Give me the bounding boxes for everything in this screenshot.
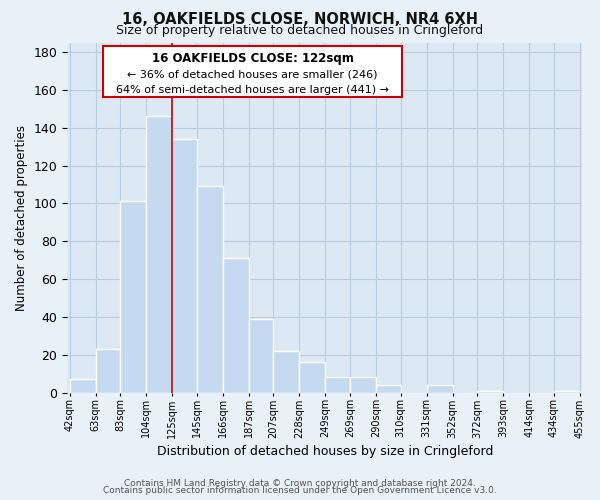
Bar: [376, 385, 401, 392]
Bar: [427, 385, 452, 392]
Bar: [249, 319, 274, 392]
Bar: [325, 378, 350, 392]
Bar: [274, 351, 299, 393]
Bar: [146, 116, 172, 392]
Text: Contains HM Land Registry data © Crown copyright and database right 2024.: Contains HM Land Registry data © Crown c…: [124, 478, 476, 488]
Bar: [197, 186, 223, 392]
FancyBboxPatch shape: [103, 46, 402, 97]
Bar: [223, 258, 249, 392]
Bar: [70, 380, 95, 392]
Bar: [299, 362, 325, 392]
Text: ← 36% of detached houses are smaller (246): ← 36% of detached houses are smaller (24…: [127, 70, 378, 80]
Bar: [350, 378, 376, 392]
Bar: [477, 390, 503, 392]
Text: Contains public sector information licensed under the Open Government Licence v3: Contains public sector information licen…: [103, 486, 497, 495]
Y-axis label: Number of detached properties: Number of detached properties: [15, 124, 28, 310]
Bar: [554, 390, 580, 392]
Text: 64% of semi-detached houses are larger (441) →: 64% of semi-detached houses are larger (…: [116, 84, 389, 94]
Bar: [95, 349, 120, 393]
Text: 16, OAKFIELDS CLOSE, NORWICH, NR4 6XH: 16, OAKFIELDS CLOSE, NORWICH, NR4 6XH: [122, 12, 478, 28]
Text: Size of property relative to detached houses in Cringleford: Size of property relative to detached ho…: [116, 24, 484, 37]
Bar: [120, 202, 146, 392]
Bar: [172, 139, 197, 392]
Text: 16 OAKFIELDS CLOSE: 122sqm: 16 OAKFIELDS CLOSE: 122sqm: [152, 52, 353, 66]
X-axis label: Distribution of detached houses by size in Cringleford: Distribution of detached houses by size …: [157, 444, 493, 458]
